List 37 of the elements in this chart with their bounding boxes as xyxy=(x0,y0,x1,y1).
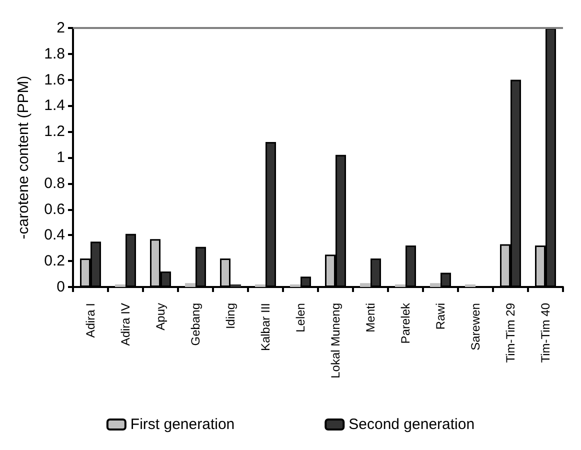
x-tick-label: Menti xyxy=(364,303,378,332)
y-tick-label: 1.6 xyxy=(44,71,65,88)
y-tick-label: 0 xyxy=(56,278,65,296)
bar xyxy=(115,284,126,287)
x-tick-label: Parelek xyxy=(398,302,412,344)
y-tick-label: 2 xyxy=(56,20,65,36)
y-tick-label: 0.4 xyxy=(44,226,65,244)
x-tick-label: Tim-Tim 40 xyxy=(538,302,552,363)
y-tick-label: 0.2 xyxy=(44,252,65,270)
bar xyxy=(255,284,266,287)
bar xyxy=(185,283,196,287)
y-tick-label: 1.8 xyxy=(44,45,65,62)
x-tick-label: Adira IV xyxy=(118,303,132,346)
bar xyxy=(395,284,406,287)
x-tick-label: Iding xyxy=(224,303,238,330)
y-tick-label: 1 xyxy=(56,149,65,166)
x-tick-label: Lokal Muneng xyxy=(328,303,342,378)
y-tick-label: 1.4 xyxy=(44,97,65,114)
y-tick-label: 0.8 xyxy=(44,174,65,192)
x-tick-label: Adira I xyxy=(84,303,98,338)
bar xyxy=(230,284,241,287)
legend-label: First generation xyxy=(130,416,235,433)
y-tick-label: 0.6 xyxy=(44,200,65,218)
bar xyxy=(360,283,370,287)
x-tick-label: Lelen xyxy=(294,303,308,332)
x-tick-label: Apuy xyxy=(154,303,168,330)
bar xyxy=(465,284,476,287)
legend-label: Second generation xyxy=(348,416,475,433)
y-axis-title: -carotene content (PPM) xyxy=(15,76,32,240)
bar xyxy=(430,283,440,287)
x-tick-label: Gebang xyxy=(188,303,202,346)
bar xyxy=(290,284,300,287)
y-tick-label: 1.2 xyxy=(44,123,65,140)
x-tick-label: Rawi xyxy=(434,303,448,330)
x-tick-label: Tim-Tim 29 xyxy=(504,302,518,363)
x-tick-label: Sarewen xyxy=(468,303,482,350)
x-tick-label: Kalbar III xyxy=(258,303,272,352)
